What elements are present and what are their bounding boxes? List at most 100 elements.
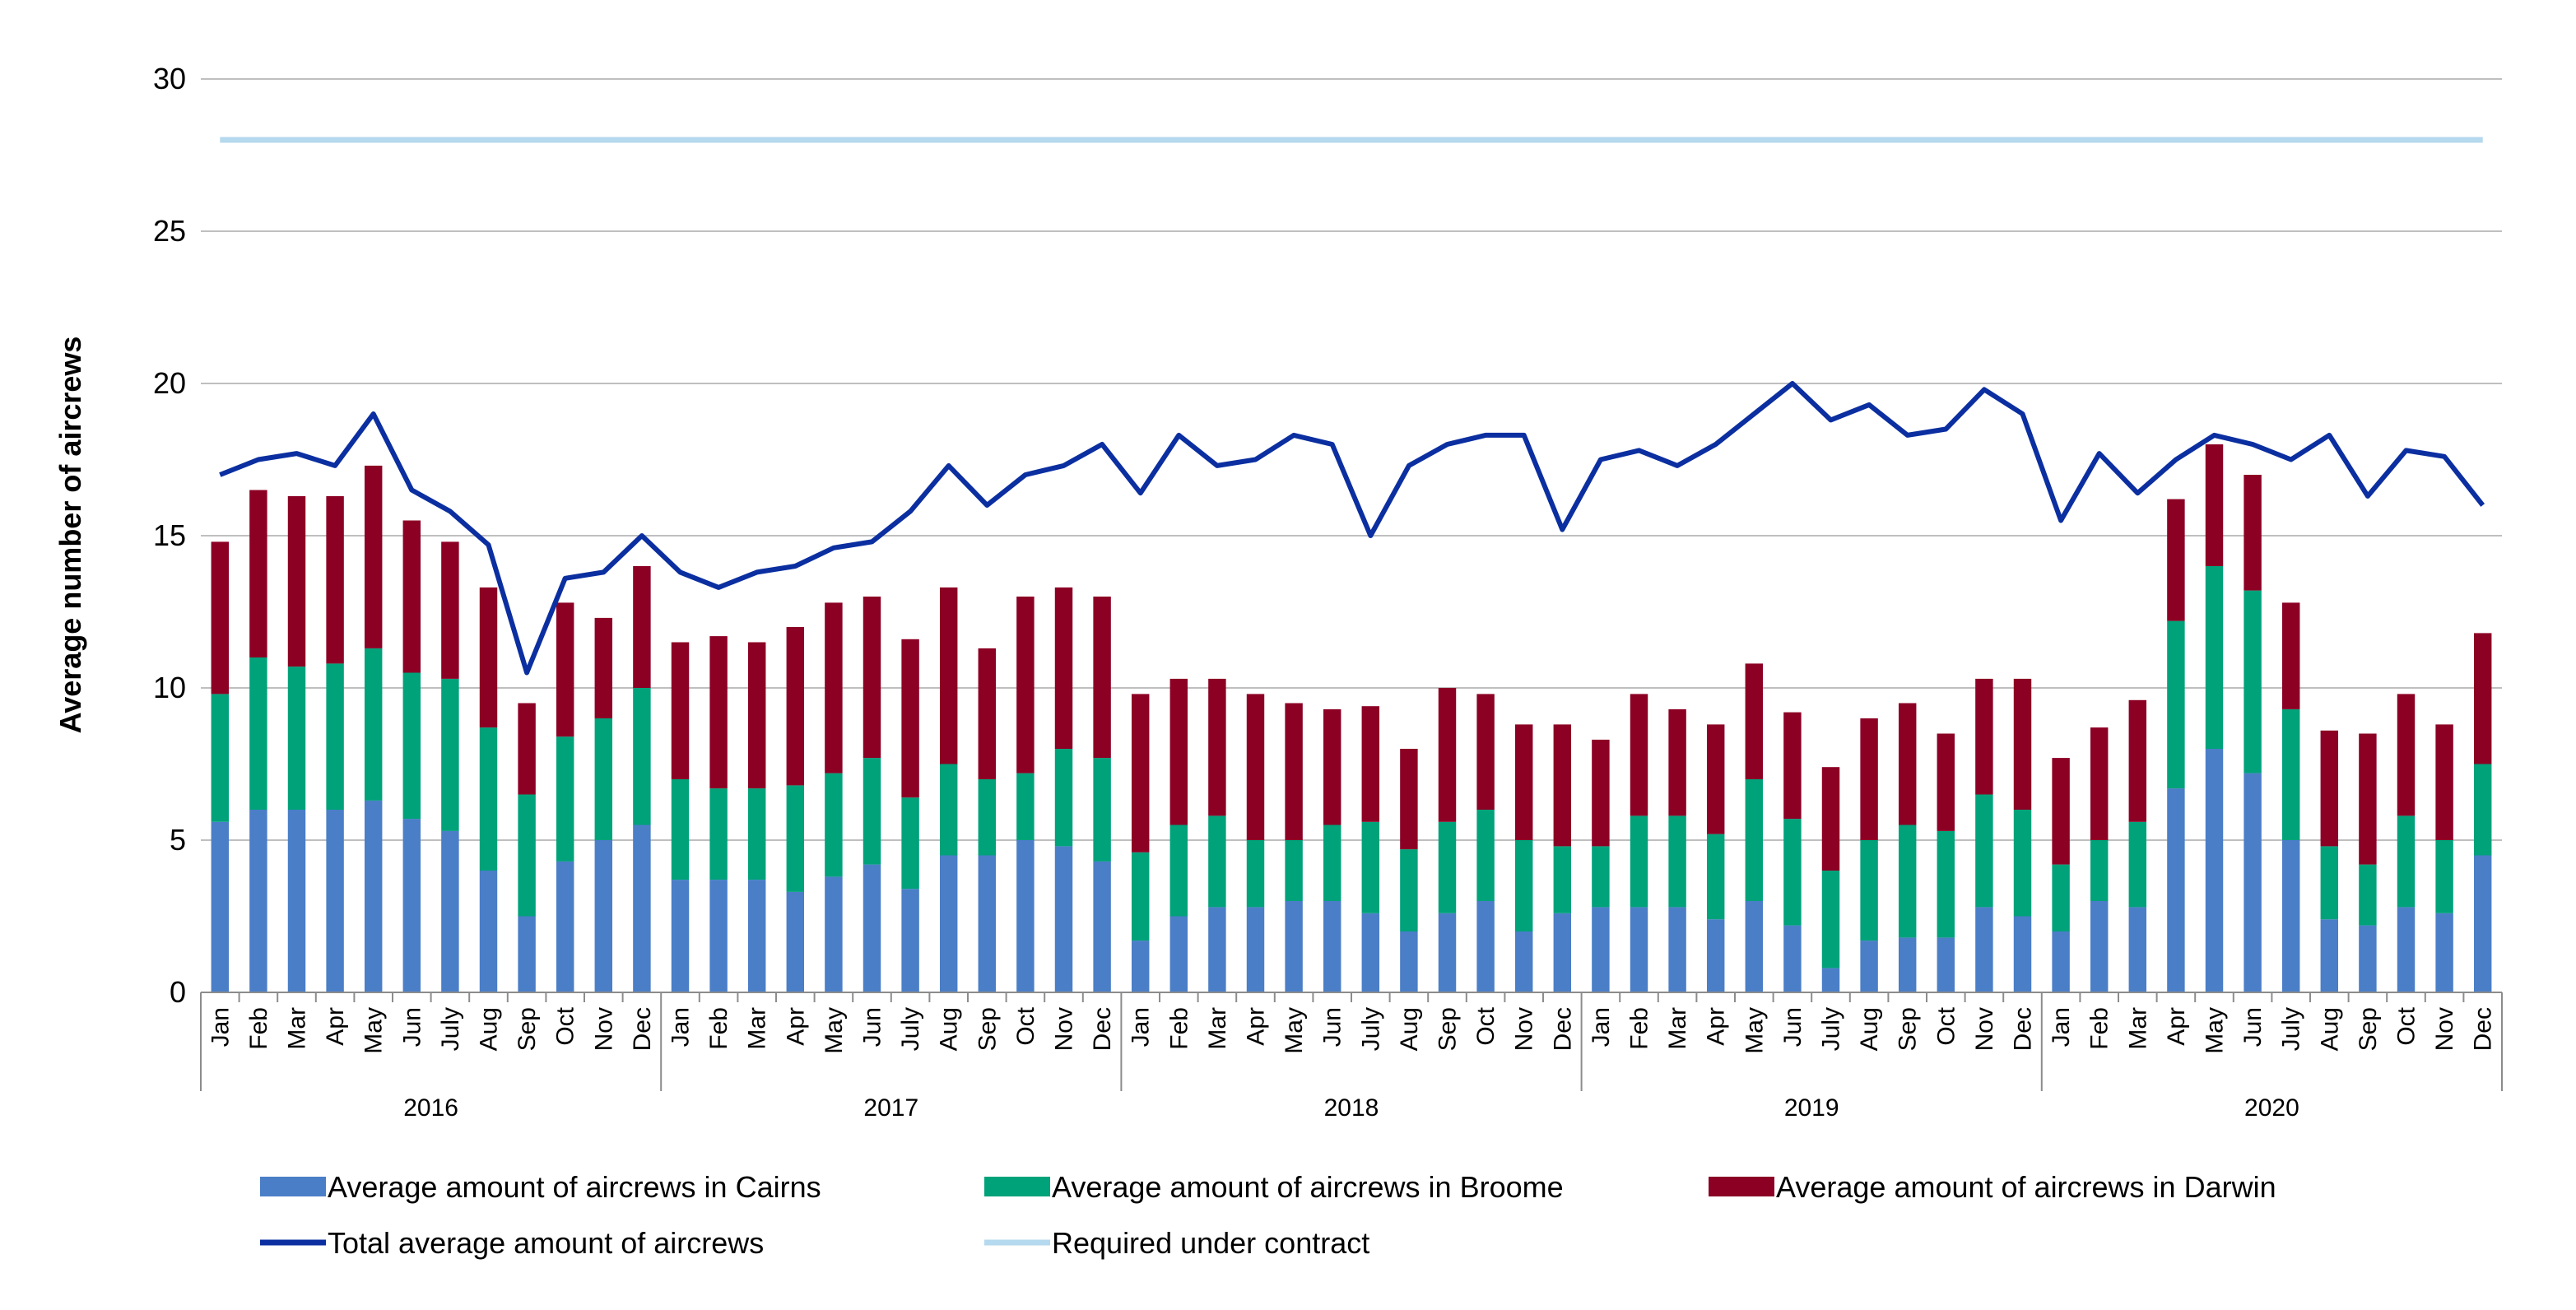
bar-darwin (1553, 724, 1572, 847)
bar-darwin (1054, 587, 1073, 749)
x-tick-label: Sep (2355, 1007, 2382, 1051)
x-tick-label: Nov (1511, 1007, 1538, 1051)
bar-broome (2128, 821, 2147, 908)
bar-cairns (1592, 907, 1610, 992)
x-tick-label: Jun (2239, 1007, 2267, 1047)
bar-darwin (594, 617, 613, 718)
bar-cairns (1898, 937, 1917, 992)
x-tick-label: Jun (398, 1007, 425, 1047)
bar-cairns (249, 810, 267, 992)
x-tick-label: July (2278, 1007, 2305, 1051)
bar-darwin (2281, 602, 2300, 709)
bar-cairns (786, 891, 805, 992)
bar-broome (1668, 815, 1686, 908)
bar-darwin (1323, 708, 1341, 825)
x-tick-label: Jan (207, 1007, 234, 1047)
x-tick-label: July (1818, 1007, 1845, 1051)
bar-broome (863, 758, 881, 865)
x-tick-label: Jun (859, 1007, 886, 1047)
bar-darwin (2397, 694, 2416, 816)
bar-cairns (1630, 907, 1648, 992)
bar-broome (2359, 864, 2377, 926)
y-tick-label: 10 (153, 671, 186, 704)
bar-broome (2244, 590, 2262, 773)
bar-cairns (211, 821, 230, 992)
bar-broome (1246, 840, 1265, 908)
bar-broome (1093, 758, 1111, 862)
bar-darwin (1898, 703, 1917, 825)
bar-cairns (2244, 773, 2262, 992)
x-tick-label: Oct (2393, 1006, 2420, 1045)
bar-darwin (326, 495, 344, 664)
bar-darwin (2090, 727, 2109, 840)
bar-cairns (2052, 931, 2070, 992)
bar-cairns (1860, 941, 1878, 992)
bar-darwin (633, 566, 651, 688)
bar-cairns (1246, 907, 1265, 992)
bar-cairns (441, 830, 459, 992)
bar-broome (709, 788, 728, 880)
x-tick-label: Feb (705, 1007, 732, 1050)
bar-cairns (1706, 919, 1725, 992)
x-tick-label: Dec (1549, 1007, 1576, 1051)
bar-broome (1783, 819, 1802, 926)
bar-broome (326, 663, 344, 810)
x-tick-label: Jan (667, 1007, 695, 1047)
axes: 0 5 10 15 20 25 30 Jan Feb Mar Apr May Jun July Aug Sep… (153, 62, 2503, 1122)
bar-darwin (479, 587, 498, 728)
x-tick-label: May (1281, 1007, 1308, 1054)
bar-broome (1208, 815, 1226, 908)
bar-cairns (863, 864, 881, 992)
bar-darwin (709, 636, 728, 789)
bar-broome (211, 694, 230, 822)
bar-cairns (2359, 925, 2377, 992)
x-tick-label: Mar (1664, 1007, 1691, 1050)
x-tick-label: Nov (2431, 1007, 2458, 1051)
bar-darwin (2359, 733, 2377, 865)
bar-darwin (1821, 767, 1840, 871)
bar-broome (1821, 871, 1840, 969)
bar-broome (2435, 840, 2453, 913)
x-tick-label: Aug (936, 1007, 963, 1051)
bar-cairns (2473, 855, 2492, 992)
bar-cairns (402, 819, 421, 992)
bar-broome (1323, 825, 1341, 901)
x-tick-label: Mar (284, 1007, 311, 1050)
bar-broome (671, 779, 690, 880)
bar-cairns (556, 861, 574, 992)
bar-darwin (1208, 678, 1226, 816)
bar-cairns (1668, 907, 1686, 992)
bar-cairns (1016, 840, 1035, 992)
bar-darwin (671, 642, 690, 779)
bar-darwin (556, 602, 574, 737)
bar-darwin (249, 490, 267, 657)
bar-broome (747, 788, 766, 880)
bar-darwin (2435, 724, 2453, 840)
x-tick-label: Jan (1128, 1007, 1155, 1047)
bar-cairns (1783, 925, 1802, 992)
x-tick-label: Sep (974, 1007, 1001, 1051)
bar-broome (479, 727, 498, 871)
bar-cairns (1937, 937, 1955, 992)
bar-darwin (1476, 694, 1495, 810)
x-tick-label: Nov (1051, 1007, 1078, 1051)
bar-cairns (1093, 861, 1111, 992)
x-tick-label: Apr (322, 1007, 349, 1046)
series-line-total (219, 381, 2485, 676)
bar-broome (1131, 852, 1150, 941)
bar-broome (1553, 846, 1572, 913)
bar-cairns (2320, 919, 2339, 992)
bar-broome (2013, 810, 2032, 917)
bar-cairns (1361, 913, 1380, 992)
bar-darwin (1975, 678, 1993, 795)
bar-cairns (2435, 913, 2453, 992)
bar-darwin (287, 495, 306, 667)
legend-swatch (260, 1177, 326, 1196)
bar-broome (978, 779, 997, 856)
bar-broome (1860, 840, 1878, 941)
bar-darwin (1706, 724, 1725, 834)
x-tick-label: Jun (1319, 1007, 1346, 1047)
bar-cairns (594, 840, 613, 992)
